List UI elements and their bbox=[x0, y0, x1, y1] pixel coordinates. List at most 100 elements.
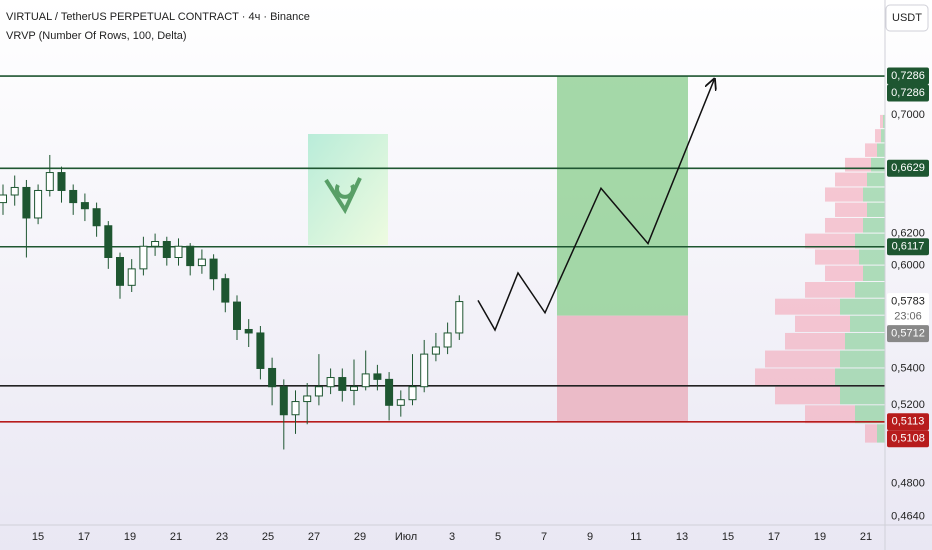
volume-up bbox=[840, 386, 885, 405]
volume-down bbox=[805, 405, 855, 424]
price-tag bbox=[887, 238, 929, 256]
loss-zone bbox=[557, 315, 688, 422]
candle-body bbox=[291, 401, 300, 416]
x-tick-label: 19 bbox=[814, 531, 826, 543]
x-tick-label: 21 bbox=[170, 531, 182, 543]
candle-body bbox=[221, 278, 230, 303]
price-tag bbox=[887, 159, 929, 177]
volume-up bbox=[867, 202, 885, 217]
x-tick-label: 27 bbox=[308, 531, 320, 543]
y-tick-label: 0,4640 bbox=[891, 510, 925, 522]
candle-body bbox=[431, 346, 440, 355]
y-tick-label: 0,5400 bbox=[891, 362, 925, 374]
candle-body bbox=[139, 245, 148, 270]
volume-down bbox=[815, 249, 859, 265]
candle-body bbox=[361, 373, 370, 388]
y-tick-label: 0,5200 bbox=[891, 399, 925, 411]
volume-down bbox=[775, 298, 840, 315]
volume-up bbox=[840, 298, 885, 315]
candle-body bbox=[34, 189, 43, 219]
price-tag-label: 0,5108 bbox=[891, 433, 925, 445]
currency-button[interactable] bbox=[885, 4, 929, 32]
x-tick-label: 13 bbox=[676, 531, 688, 543]
volume-up bbox=[845, 332, 885, 350]
candle-body bbox=[385, 378, 394, 406]
price-tag-label: 0,5783 bbox=[891, 295, 925, 307]
volume-down bbox=[755, 368, 835, 386]
volume-up bbox=[835, 368, 885, 386]
volume-up bbox=[877, 424, 885, 443]
candle-body bbox=[80, 202, 89, 210]
volume-down bbox=[775, 386, 840, 405]
x-tick-label: 17 bbox=[78, 531, 90, 543]
volume-up bbox=[855, 282, 885, 298]
candle-body bbox=[92, 208, 101, 227]
currency-label[interactable]: USDT bbox=[892, 12, 922, 24]
y-tick-label: 0,6200 bbox=[891, 227, 925, 239]
x-tick-label: 5 bbox=[495, 531, 501, 543]
x-tick-label: 25 bbox=[262, 531, 274, 543]
price-tag-label: 0,6117 bbox=[892, 241, 925, 253]
indicator-label: VRVP (Number Of Rows, 100, Delta) bbox=[6, 30, 187, 42]
candle-body bbox=[186, 245, 195, 267]
volume-down bbox=[825, 187, 863, 202]
price-tag bbox=[887, 67, 929, 85]
x-tick-label: 3 bbox=[449, 531, 455, 543]
volume-down bbox=[805, 282, 855, 298]
volume-up bbox=[877, 143, 885, 157]
candle-body bbox=[151, 240, 160, 247]
volume-up bbox=[863, 217, 885, 233]
price-tag-label: 0,7286 bbox=[891, 87, 925, 99]
x-tick-label: 19 bbox=[124, 531, 136, 543]
candle-body bbox=[45, 172, 54, 191]
volume-up bbox=[883, 114, 885, 129]
volume-down bbox=[765, 350, 840, 368]
candle-body bbox=[443, 332, 452, 348]
volume-down bbox=[805, 233, 855, 249]
volume-down bbox=[835, 172, 867, 187]
volume-up bbox=[859, 249, 885, 265]
candle-body bbox=[303, 395, 312, 403]
volume-up bbox=[863, 187, 885, 202]
volume-up bbox=[840, 350, 885, 368]
volume-up bbox=[863, 265, 885, 282]
price-tag-label: 0,6629 bbox=[891, 162, 925, 174]
price-tag-label: 0,5712 bbox=[891, 327, 925, 339]
x-tick-label: 9 bbox=[587, 531, 593, 543]
candle-body bbox=[233, 301, 241, 330]
volume-up bbox=[855, 233, 885, 249]
price-tag bbox=[887, 325, 929, 343]
chart-title: VIRTUAL / TetherUS PERPETUAL CONTRACT · … bbox=[6, 11, 310, 23]
volume-down bbox=[795, 315, 850, 332]
candle-body bbox=[127, 268, 136, 286]
profit-zone bbox=[557, 76, 688, 316]
candle-body bbox=[104, 225, 113, 259]
volume-down bbox=[880, 114, 883, 129]
volume-down bbox=[845, 157, 871, 172]
candle-body bbox=[116, 257, 124, 286]
price-tag-label: 0,5113 bbox=[892, 416, 925, 428]
candle-body bbox=[326, 377, 335, 388]
candle-body bbox=[0, 194, 7, 204]
candle-body bbox=[338, 377, 347, 391]
watermark bbox=[308, 134, 388, 245]
volume-up bbox=[867, 172, 885, 187]
volume-down bbox=[785, 332, 845, 350]
x-tick-label: 17 bbox=[768, 531, 780, 543]
volume-down bbox=[865, 424, 877, 443]
candle-body bbox=[244, 328, 253, 334]
y-tick-label: 0,7000 bbox=[891, 109, 925, 121]
candle-body bbox=[396, 399, 405, 406]
candle-body bbox=[197, 258, 206, 267]
candle-body bbox=[22, 186, 31, 219]
x-tick-label: 15 bbox=[722, 531, 734, 543]
volume-down bbox=[835, 202, 867, 217]
price-tag bbox=[887, 84, 929, 102]
volume-down bbox=[825, 217, 863, 233]
x-tick-label: Июл bbox=[395, 531, 417, 543]
countdown-label: 23:06 bbox=[894, 310, 922, 322]
x-tick-label: 23 bbox=[216, 531, 228, 543]
volume-down bbox=[875, 129, 881, 143]
